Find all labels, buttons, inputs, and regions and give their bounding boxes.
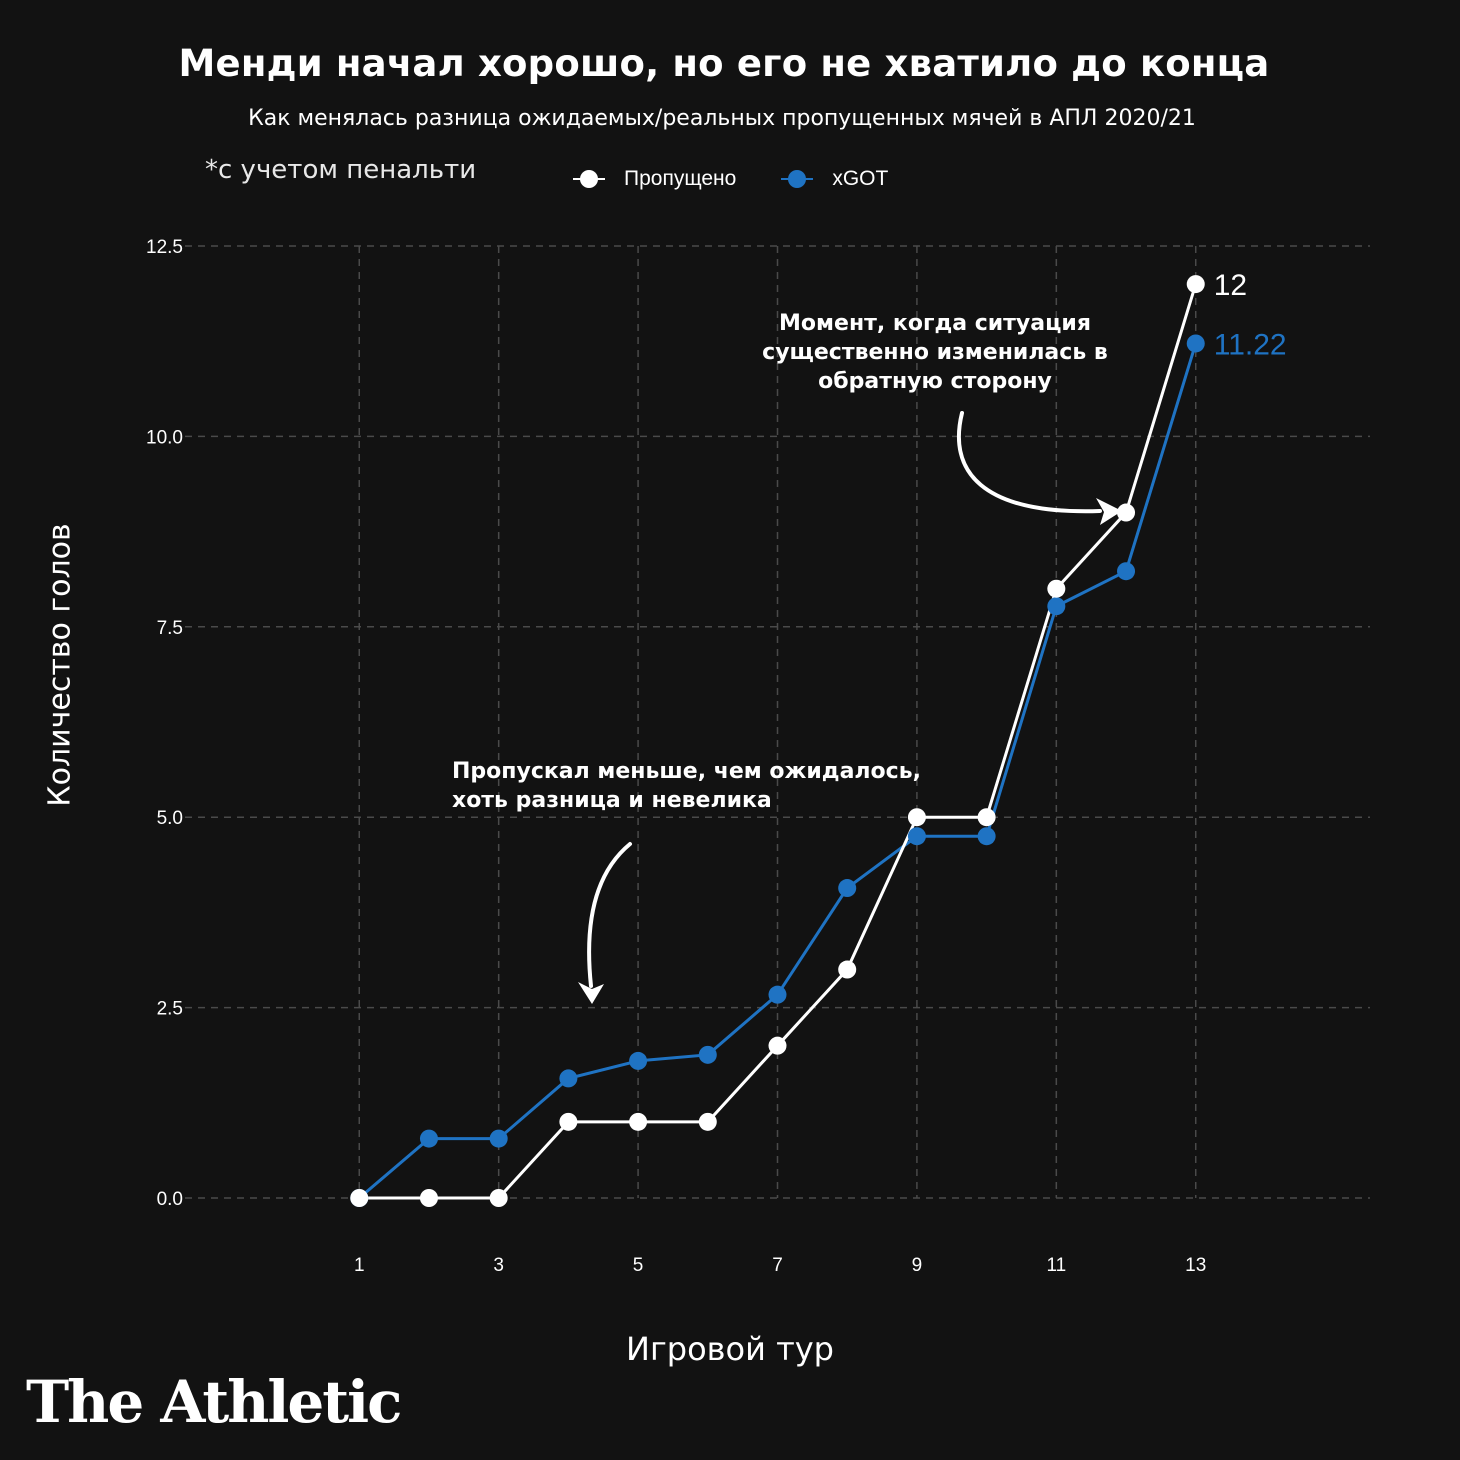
y-tick-label: 0.0 — [157, 1189, 183, 1210]
end-labels: 12 11.22 — [1214, 269, 1287, 361]
legend-label-conceded: Пропущено — [624, 167, 737, 190]
conceded-point — [1186, 275, 1205, 294]
x-tick-label: 7 — [772, 1255, 783, 1276]
annotation-arrowhead-top — [1096, 498, 1122, 525]
x-tick-label: 9 — [912, 1255, 923, 1276]
series — [350, 275, 1205, 1207]
xgot-point — [838, 879, 857, 898]
xgot-point — [1186, 334, 1205, 353]
annotation-arrows — [578, 411, 1122, 1004]
legend: Пропущено xGOT — [573, 167, 940, 191]
y-tick-label: 12.5 — [146, 237, 183, 258]
conceded-point — [489, 1189, 508, 1207]
conceded-point — [419, 1189, 438, 1207]
conceded-point — [838, 960, 857, 979]
conceded-point — [977, 808, 996, 827]
xgot-point — [698, 1045, 717, 1064]
legend-label-xgot: xGOT — [832, 167, 889, 190]
conceded-point — [350, 1189, 369, 1207]
y-tick-label: 10.0 — [146, 427, 183, 448]
conceded-point — [1117, 503, 1136, 522]
xgot-point — [1047, 597, 1066, 616]
penalty-note: *с учетом пенальти — [205, 155, 477, 185]
legend-item-xgot: xGOT — [781, 167, 889, 191]
x-tick-label: 3 — [493, 1255, 504, 1276]
legend-item-conceded: Пропущено — [573, 167, 737, 191]
xgot-point — [768, 985, 787, 1004]
axis-ticks: 0.02.55.07.510.012.51 3 5 7 9 11 13 — [146, 237, 1206, 1276]
xgot-point — [977, 827, 996, 846]
xgot-point — [1117, 562, 1136, 581]
xgot-end-label: 11.22 — [1214, 328, 1287, 361]
legend-marker-xgot — [781, 170, 814, 188]
conceded-point — [1047, 579, 1066, 598]
x-tick-label: 13 — [1185, 1255, 1206, 1276]
xgot-point — [559, 1069, 578, 1088]
annotation-arrow-mid — [587, 842, 632, 988]
chart-subtitle: Как менялась разница ожидаемых/реальных … — [248, 106, 1196, 131]
the-athletic-logo: The Athletic — [26, 1368, 402, 1436]
conceded-point — [907, 808, 926, 827]
xgot-point — [629, 1051, 648, 1070]
x-tick-label: 5 — [633, 1255, 644, 1276]
legend-marker-conceded — [573, 170, 605, 188]
y-tick-label: 7.5 — [157, 618, 183, 639]
xgot-point — [489, 1129, 508, 1148]
conceded-point — [629, 1112, 648, 1131]
y-axis-label: Количество голов — [42, 523, 78, 807]
xgot-point — [907, 827, 926, 846]
conceded-point — [698, 1112, 717, 1131]
chart-title: Менди начал хорошо, но его не хватило до… — [178, 42, 1270, 85]
x-tick-label: 1 — [354, 1255, 365, 1276]
x-tick-label: 11 — [1046, 1255, 1066, 1276]
conceded-point — [559, 1112, 578, 1131]
annotation-arrowhead-mid — [578, 982, 604, 1004]
x-axis-label: Игровой тур — [626, 1330, 834, 1368]
y-tick-label: 5.0 — [157, 808, 183, 829]
conceded-end-label: 12 — [1214, 269, 1247, 302]
annotation-turning-point: Момент, когда ситуация существенно измен… — [762, 311, 1108, 394]
annotation-conceded-less: Пропускал меньше, чем ожидалось, хоть ра… — [452, 759, 921, 813]
annotation-arrow-top — [956, 411, 1102, 514]
xgot-point — [419, 1129, 438, 1148]
conceded-point — [768, 1036, 787, 1055]
y-tick-label: 2.5 — [157, 999, 183, 1020]
